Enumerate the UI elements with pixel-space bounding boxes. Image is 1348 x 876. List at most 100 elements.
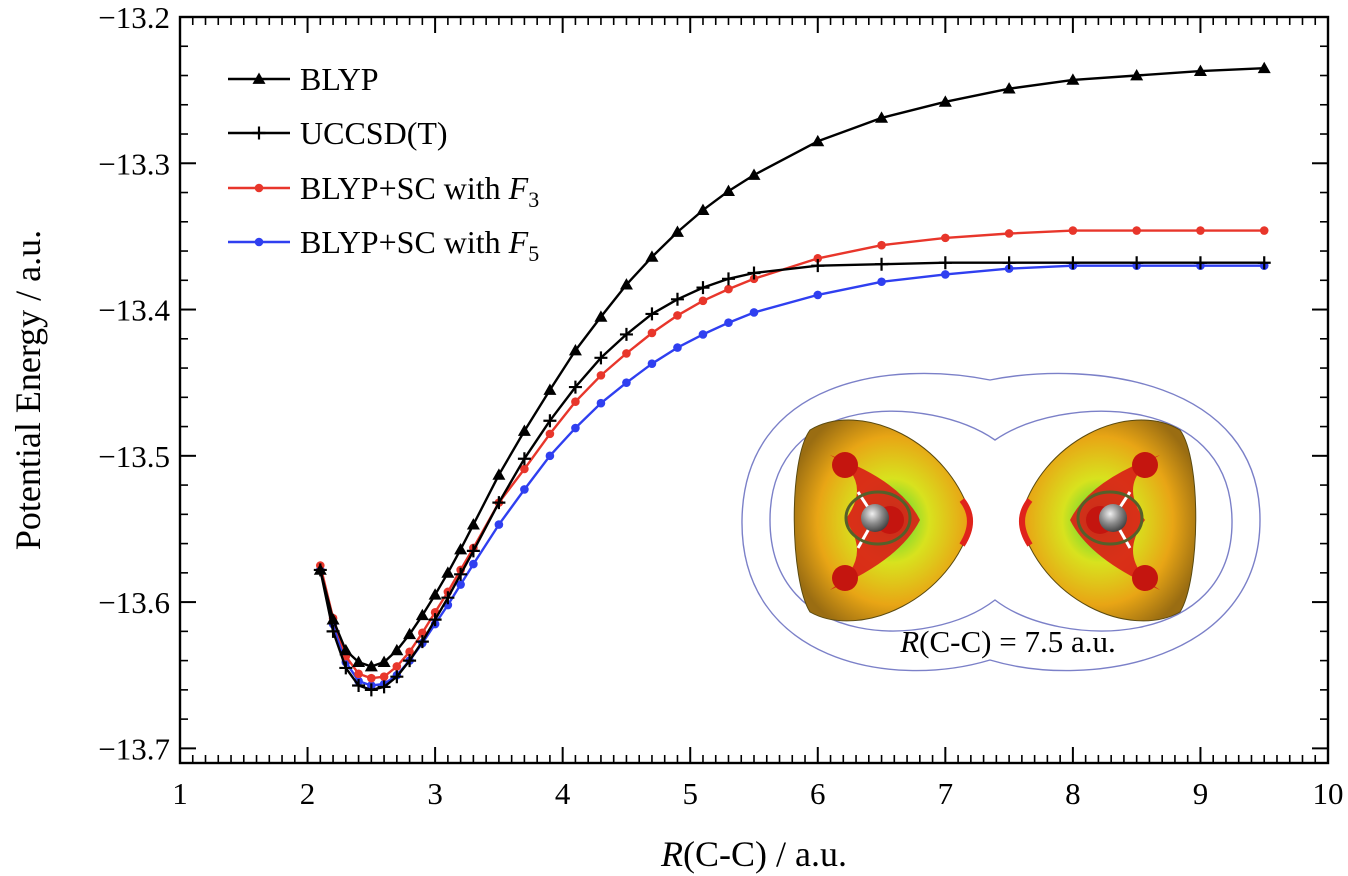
x-tick-label: 6 — [810, 776, 826, 811]
x-tick-label: 9 — [1193, 776, 1209, 811]
data-point — [749, 308, 759, 317]
legend-entry: BLYP+SC with F5 — [228, 224, 539, 266]
data-point — [1130, 69, 1144, 81]
data-point — [811, 259, 825, 273]
data-point — [596, 398, 606, 408]
y-axis-title: Potential Energy / a.u. — [8, 230, 48, 550]
data-point — [1002, 82, 1016, 94]
data-point — [403, 654, 417, 668]
data-point — [390, 670, 404, 684]
x-axis-title-rest: (C-C) / a.u. — [683, 834, 847, 874]
data-point — [696, 281, 710, 295]
x-tick-label: 7 — [938, 776, 954, 811]
data-point — [517, 424, 531, 436]
y-tick-label: −13.4 — [98, 293, 170, 328]
data-point — [721, 272, 735, 286]
legend-label: BLYP+SC with F5 — [300, 224, 539, 266]
data-point — [698, 330, 708, 339]
data-point — [352, 655, 366, 667]
data-point — [622, 378, 631, 387]
legend-label: BLYP+SC with F3 — [300, 170, 539, 212]
y-tick-label: −13.2 — [98, 0, 170, 35]
data-point — [352, 678, 366, 692]
data-point — [326, 613, 340, 625]
left-lobe-edge — [959, 498, 973, 547]
data-point — [1066, 73, 1080, 85]
data-point — [517, 452, 531, 466]
data-point — [938, 95, 952, 107]
y-tick-label: −13.6 — [98, 585, 170, 620]
data-point — [1196, 226, 1205, 235]
data-point — [364, 683, 378, 697]
legend-label: UCCSD(T) — [300, 115, 448, 151]
data-point — [415, 608, 429, 621]
data-point — [469, 559, 478, 569]
data-point — [415, 635, 429, 649]
ticks-layer: 1 2 3 4 5 6 7 8 9 10 −13.2 −13.3 −13.4 −13.5 −13.6 −13.… — [98, 0, 1343, 811]
data-point — [367, 673, 376, 683]
data-point — [466, 544, 480, 558]
data-point — [941, 233, 950, 243]
data-point — [545, 429, 555, 439]
data-point — [1257, 256, 1271, 270]
x-tick-label: 1 — [172, 776, 188, 811]
y-tick-label: −13.3 — [98, 146, 170, 181]
data-point — [520, 464, 529, 474]
data-point — [647, 359, 657, 368]
legend: BLYP UCCSD(T) BLYP+SC with F3 BLYP+SC with … — [228, 61, 539, 266]
inset-label: R(C-C) = 7.5 a.u. — [899, 624, 1116, 659]
data-point — [379, 672, 389, 681]
y-tick-label: −13.7 — [98, 731, 170, 766]
x-tick-label: 5 — [682, 776, 698, 811]
data-point — [938, 256, 952, 270]
data-point — [377, 680, 391, 694]
data-point — [747, 168, 761, 180]
data-point — [622, 349, 631, 358]
data-point — [1193, 64, 1207, 76]
data-point — [645, 307, 659, 321]
data-point — [1130, 256, 1144, 270]
data-point — [647, 328, 657, 338]
legend-label: BLYP — [300, 61, 379, 97]
x-axis-title-var: R — [660, 834, 683, 874]
data-point — [1259, 226, 1269, 235]
data-point — [1004, 229, 1014, 238]
x-tick-label: 10 — [1313, 776, 1344, 811]
legend-swatch-marker — [252, 72, 266, 84]
data-point — [405, 647, 414, 657]
left-methyl-group — [830, 452, 920, 591]
data-point — [673, 311, 682, 320]
data-point — [543, 414, 557, 428]
x-axis-title: R(C-C) / a.u. — [660, 834, 847, 874]
data-point — [364, 659, 378, 672]
data-point — [721, 184, 735, 196]
series-line — [319, 261, 1265, 692]
x-tick-label: 8 — [1065, 776, 1081, 811]
data-point — [492, 468, 506, 480]
legend-entry: UCCSD(T) — [228, 115, 448, 151]
x-tick-label: 4 — [555, 776, 571, 811]
data-point — [313, 563, 327, 575]
data-point — [594, 310, 608, 322]
data-point — [403, 627, 417, 640]
data-point — [619, 278, 633, 290]
data-point — [428, 613, 442, 627]
series-blyp — [313, 61, 1271, 672]
plot-frame — [178, 15, 1330, 765]
data-point — [1002, 256, 1016, 270]
data-point — [875, 111, 889, 123]
data-point — [813, 254, 823, 263]
legend-swatch-marker — [254, 237, 264, 247]
right-methyl-group — [1070, 452, 1160, 591]
data-point — [466, 518, 480, 530]
data-point — [339, 661, 353, 675]
data-point — [454, 567, 468, 581]
data-point — [354, 669, 363, 679]
data-point — [571, 423, 580, 433]
legend-swatch-marker — [252, 126, 266, 140]
data-point — [454, 542, 468, 555]
data-point — [596, 371, 606, 380]
data-point — [545, 451, 555, 461]
data-point — [747, 266, 761, 280]
data-point — [390, 643, 404, 656]
